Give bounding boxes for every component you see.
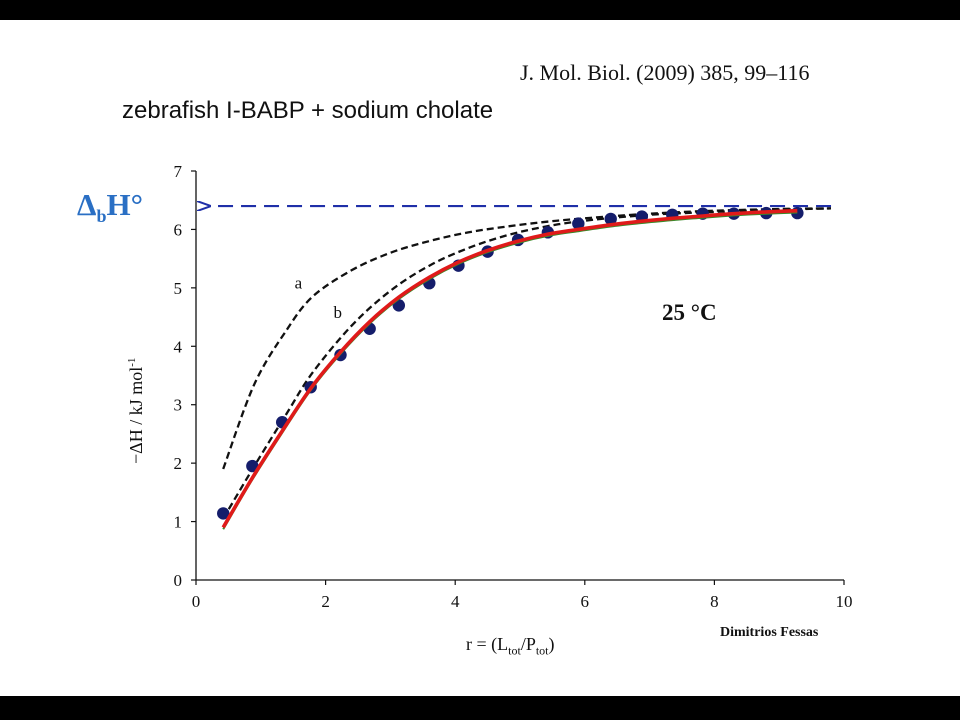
x-tick-label: 6: [581, 592, 590, 611]
curve-label-b: b: [334, 303, 343, 322]
data-point: [217, 507, 230, 520]
dbh-tail: H°: [106, 187, 143, 222]
fit-curve: [221, 208, 798, 529]
slide: J. Mol. Biol. (2009) 385, 99–116 zebrafi…: [0, 20, 960, 696]
author-credit: Dimitrios Fessas: [720, 625, 819, 640]
journal-reference: J. Mol. Biol. (2009) 385, 99–116: [520, 60, 810, 85]
dbh-delta: Δ: [77, 187, 97, 222]
y-tick-label: 3: [174, 396, 183, 415]
y-tick-label: 4: [174, 337, 183, 356]
y-tick-label: 7: [174, 162, 183, 181]
y-tick-label: 6: [174, 220, 183, 239]
temperature-label: 25 °C: [662, 300, 717, 325]
slide-subtitle: zebrafish I-BABP + sodium cholate: [122, 97, 494, 124]
data-point: [246, 459, 259, 473]
data-point: [604, 212, 617, 226]
curve-label-a: a: [295, 274, 303, 293]
fit-curve-underlay: [222, 211, 798, 530]
x-axis-label: r = (Ltot/Ptot): [466, 634, 555, 658]
y-tick-label: 1: [174, 513, 183, 532]
delta-b-h-label: ΔbH°: [77, 187, 143, 227]
y-axis-label: −ΔH / kJ mol-1: [126, 357, 146, 464]
model-curve-a: [222, 207, 832, 470]
model-curve-b: [222, 207, 832, 520]
chart-canvas: 0 2 4 6 8 10 0 1 2 3 4 5 6 7 a b: [174, 162, 853, 611]
x-tick-label: 10: [836, 592, 853, 611]
x-tick-label: 8: [710, 592, 719, 611]
y-tick-label: 2: [174, 454, 183, 473]
y-tick-label: 5: [174, 279, 183, 298]
data-point: [572, 217, 585, 230]
dbh-subscript: b: [96, 206, 107, 227]
x-tick-label: 0: [192, 592, 201, 611]
x-tick-label: 2: [321, 592, 330, 611]
y-tick-label: 0: [174, 571, 183, 590]
x-tick-label: 4: [451, 592, 460, 611]
